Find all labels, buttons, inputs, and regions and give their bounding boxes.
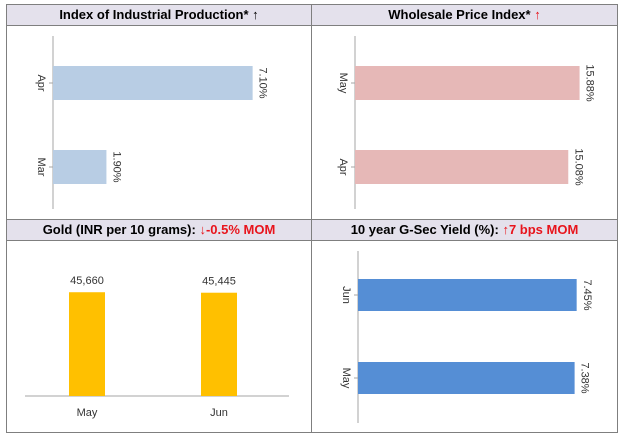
up-arrow-icon: ↑: [534, 7, 541, 22]
gold-category-label-0: May: [77, 407, 98, 419]
wpi-title: Wholesale Price Index* ↑: [312, 5, 617, 26]
down-arrow-icon: ↓: [199, 222, 206, 237]
gsec-bar-0: [358, 279, 577, 311]
iip-data-label-1: 1.90%: [111, 151, 123, 182]
iip-bar-0: [53, 66, 253, 100]
iip-bar-1: [53, 150, 107, 184]
gold-bar-0: [69, 292, 105, 396]
gold-bar-1: [201, 292, 237, 396]
wpi-panel: Wholesale Price Index* ↑ May 15.88% Apr 15.…: [311, 4, 618, 220]
iip-title-text: Index of Industrial Production*: [59, 7, 249, 22]
gsec-change: 7 bps MOM: [508, 222, 579, 237]
wpi-category-label-1: Apr: [337, 158, 349, 175]
wpi-data-label-1: 15.08%: [572, 148, 584, 186]
gsec-data-label-0: 7.45%: [581, 279, 593, 310]
wpi-title-text: Wholesale Price Index*: [388, 7, 531, 22]
gsec-data-label-1: 7.38%: [579, 362, 591, 393]
gsec-bar-1: [358, 362, 575, 394]
wpi-chart: May 15.88% Apr 15.08%: [337, 36, 596, 209]
gold-title-text: Gold (INR per 10 grams):: [42, 222, 196, 237]
gold-change: -0.5% MOM: [205, 222, 276, 237]
gold-chart: 45,660 May 45,445 Jun: [25, 275, 289, 419]
gsec-title: 10 year G-Sec Yield (%): ↑7 bps MOM: [312, 220, 617, 241]
gold-data-label-0: 45,660: [70, 275, 104, 287]
gold-title: Gold (INR per 10 grams): ↓-0.5% MOM: [7, 220, 311, 241]
gsec-category-label-0: Jun: [340, 286, 352, 304]
wpi-bar-1: [355, 150, 569, 184]
gsec-chart: Jun 7.45% May 7.38%: [340, 251, 593, 423]
up-arrow-icon: ↑: [502, 222, 509, 237]
iip-data-label-0: 7.10%: [257, 67, 269, 98]
wpi-data-label-0: 15.88%: [584, 64, 596, 102]
iip-category-label-0: Apr: [35, 74, 47, 91]
iip-title: Index of Industrial Production* ↑: [7, 5, 311, 26]
iip-panel: Index of Industrial Production* ↑ Apr 7.1…: [6, 4, 312, 220]
wpi-category-label-0: May: [337, 73, 349, 94]
gold-data-label-1: 45,445: [202, 276, 236, 288]
iip-chart: Apr 7.10% Mar 1.90%: [35, 36, 269, 209]
gsec-title-text: 10 year G-Sec Yield (%):: [350, 222, 499, 237]
gsec-panel: 10 year G-Sec Yield (%): ↑7 bps MOM Jun 7…: [311, 219, 618, 433]
gold-category-label-1: Jun: [210, 407, 228, 419]
wpi-bar-0: [355, 66, 580, 100]
up-arrow-icon: ↑: [252, 7, 259, 22]
gold-panel: Gold (INR per 10 grams): ↓-0.5% MOM 45,6…: [6, 219, 312, 433]
gsec-category-label-1: May: [340, 368, 352, 389]
iip-category-label-1: Mar: [35, 158, 47, 177]
